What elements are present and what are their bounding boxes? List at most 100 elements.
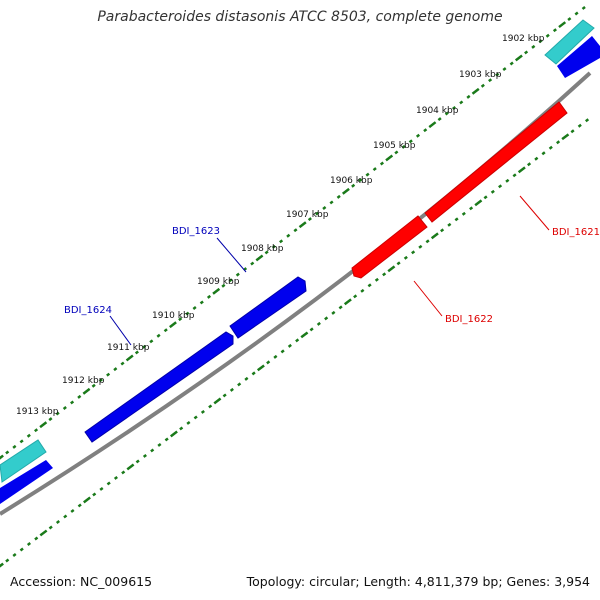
minor-tick [121,470,126,475]
minor-tick [228,278,233,283]
minor-tick [113,475,118,480]
accession-text: Accession: NC_009615 [10,574,153,589]
minor-tick [408,139,413,144]
minor-tick [221,283,226,288]
minor-tick [411,250,416,255]
major-tick [83,496,91,504]
gene-BDI_1624[interactable] [84,331,234,443]
minor-tick [12,553,17,557]
major-tick [39,421,48,429]
minor-tick [293,228,298,233]
minor-tick [367,283,372,288]
minor-tick [251,371,256,376]
minor-tick [351,183,356,188]
major-tick [212,287,221,295]
minor-tick [396,261,401,266]
major-tick [125,354,134,362]
kbp-label-1907: 1907 kbp [286,210,329,220]
minor-tick [329,200,334,205]
neighbor-gene-bottom[interactable] [0,439,47,483]
kbp-label-1911: 1911 kbp [107,343,150,353]
minor-tick [26,433,31,438]
kbp-label-1905: 1905 kbp [373,141,416,151]
minor-tick [106,372,111,377]
major-tick [561,133,570,141]
minor-tick [266,360,271,365]
minor-tick [372,167,377,172]
major-tick [430,232,439,240]
minor-tick [26,542,32,546]
minor-tick [469,206,474,211]
minor-tick [280,349,285,354]
minor-tick [574,11,579,16]
minor-tick [222,393,227,398]
major-tick [126,463,135,471]
kbp-label-1912: 1912 kbp [62,376,105,386]
minor-tick [150,448,155,453]
minor-tick [55,411,60,416]
major-tick [169,321,177,329]
major-tick [0,454,4,460]
minor-tick [157,442,162,447]
neighbor-gene-top[interactable] [544,19,595,65]
gene-BDI_1623[interactable] [229,276,307,339]
forward-gene-edge-top[interactable] [557,36,600,78]
major-tick [471,87,480,95]
minor-tick [541,151,546,156]
minor-tick [548,145,553,150]
major-tick [255,254,264,262]
minor-tick [229,387,234,392]
minor-tick [567,17,572,22]
kbp-label-1910: 1910 kbp [152,311,195,321]
label-BDI_1621: BDI_1621 [552,227,600,238]
leader-BDI_1624 [109,315,132,346]
major-tick [39,529,48,537]
minor-tick [552,28,557,33]
genome-summary: Topology: circular; Length: 4,811,379 bp… [246,574,590,589]
minor-tick [447,222,452,227]
major-tick [0,562,4,568]
minor-tick [279,239,284,244]
minor-tick [336,194,341,199]
kbp-label-1909: 1909 kbp [197,277,240,287]
minor-tick [461,211,466,216]
minor-tick [322,206,327,210]
label-BDI_1622: BDI_1622 [445,314,493,325]
kbp-label-1904: 1904 kbp [416,106,459,116]
minor-tick [425,239,430,244]
minor-tick [365,172,370,177]
major-tick [514,54,523,62]
minor-tick [286,233,291,238]
minor-tick [98,378,103,383]
outer-tick-track [0,5,586,460]
minor-tick [5,450,10,455]
major-tick [82,387,91,395]
major-tick [342,187,350,195]
gene-BDI_1622[interactable] [351,215,428,279]
leader-BDI_1622 [413,280,443,317]
minor-tick [193,415,198,420]
minor-tick [512,173,517,178]
minor-tick [498,184,503,189]
minor-tick [358,178,363,183]
minor-tick [452,105,457,110]
minor-tick [91,383,96,388]
major-tick [343,298,352,306]
minor-tick [309,327,314,332]
minor-tick [324,316,329,321]
minor-tick [77,394,82,399]
minor-tick [142,344,147,349]
label-BDI_1623: BDI_1623 [172,226,220,237]
gene-BDI_1621[interactable] [424,101,568,223]
minor-tick [120,361,125,366]
major-tick [169,430,178,438]
minor-tick [48,525,53,530]
forward-gene-edge-bottom[interactable] [0,460,53,504]
minor-tick [495,72,500,77]
minor-tick [250,261,255,266]
minor-tick [106,481,111,486]
minor-tick [135,459,140,464]
minor-tick [273,354,278,359]
minor-tick [19,547,24,552]
